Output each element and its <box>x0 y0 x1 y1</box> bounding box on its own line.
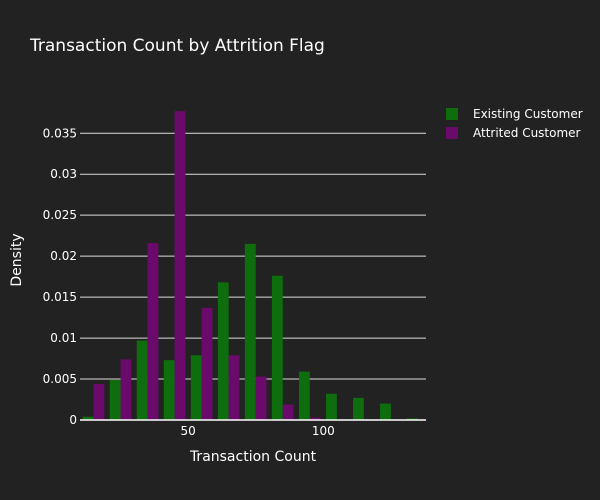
x-tick-labels: 50 100 <box>180 424 334 438</box>
bar[interactable] <box>298 371 310 420</box>
y-tick-labels: 0 0.005 0.01 0.015 0.02 0.025 0.03 0.035 <box>43 126 77 427</box>
legend-swatch[interactable] <box>446 127 458 139</box>
x-axis-title: Transaction Count <box>189 449 317 465</box>
y-tick-label: 0 <box>69 413 77 427</box>
bar[interactable] <box>255 376 267 420</box>
legend-swatch[interactable] <box>446 108 458 120</box>
y-tick-label: 0.005 <box>43 372 77 386</box>
bar[interactable] <box>136 340 148 420</box>
bar[interactable] <box>201 307 213 420</box>
y-tick-label: 0.01 <box>50 331 77 345</box>
y-tick-label: 0.015 <box>43 290 77 304</box>
bar[interactable] <box>244 243 256 420</box>
bar[interactable] <box>309 417 321 420</box>
y-axis-title: Density <box>9 233 25 286</box>
bar[interactable] <box>174 111 186 420</box>
legend[interactable]: Existing Customer Attrited Customer <box>446 107 583 140</box>
bar[interactable] <box>190 355 202 420</box>
bars <box>82 111 418 420</box>
chart-title: Transaction Count by Attrition Flag <box>29 36 325 56</box>
bar[interactable] <box>147 243 159 420</box>
bar[interactable] <box>217 282 229 420</box>
bar[interactable] <box>228 355 240 420</box>
y-tick-label: 0.025 <box>43 208 77 222</box>
y-tick-label: 0.02 <box>50 249 77 263</box>
bar[interactable] <box>380 403 391 420</box>
bar[interactable] <box>82 416 94 420</box>
bar[interactable] <box>271 275 283 420</box>
legend-label[interactable]: Existing Customer <box>473 107 583 121</box>
bar[interactable] <box>282 404 294 420</box>
bar[interactable] <box>109 379 121 420</box>
x-tick-label: 100 <box>312 424 335 438</box>
y-tick-label: 0.035 <box>43 126 77 140</box>
bar[interactable] <box>163 360 175 420</box>
bar[interactable] <box>120 359 132 420</box>
bar[interactable] <box>407 418 418 420</box>
bar[interactable] <box>353 397 364 420</box>
x-tick-label: 50 <box>180 424 195 438</box>
bar[interactable] <box>325 393 337 420</box>
y-tick-label: 0.03 <box>50 167 77 181</box>
bar[interactable] <box>93 383 105 420</box>
legend-label[interactable]: Attrited Customer <box>473 126 581 140</box>
